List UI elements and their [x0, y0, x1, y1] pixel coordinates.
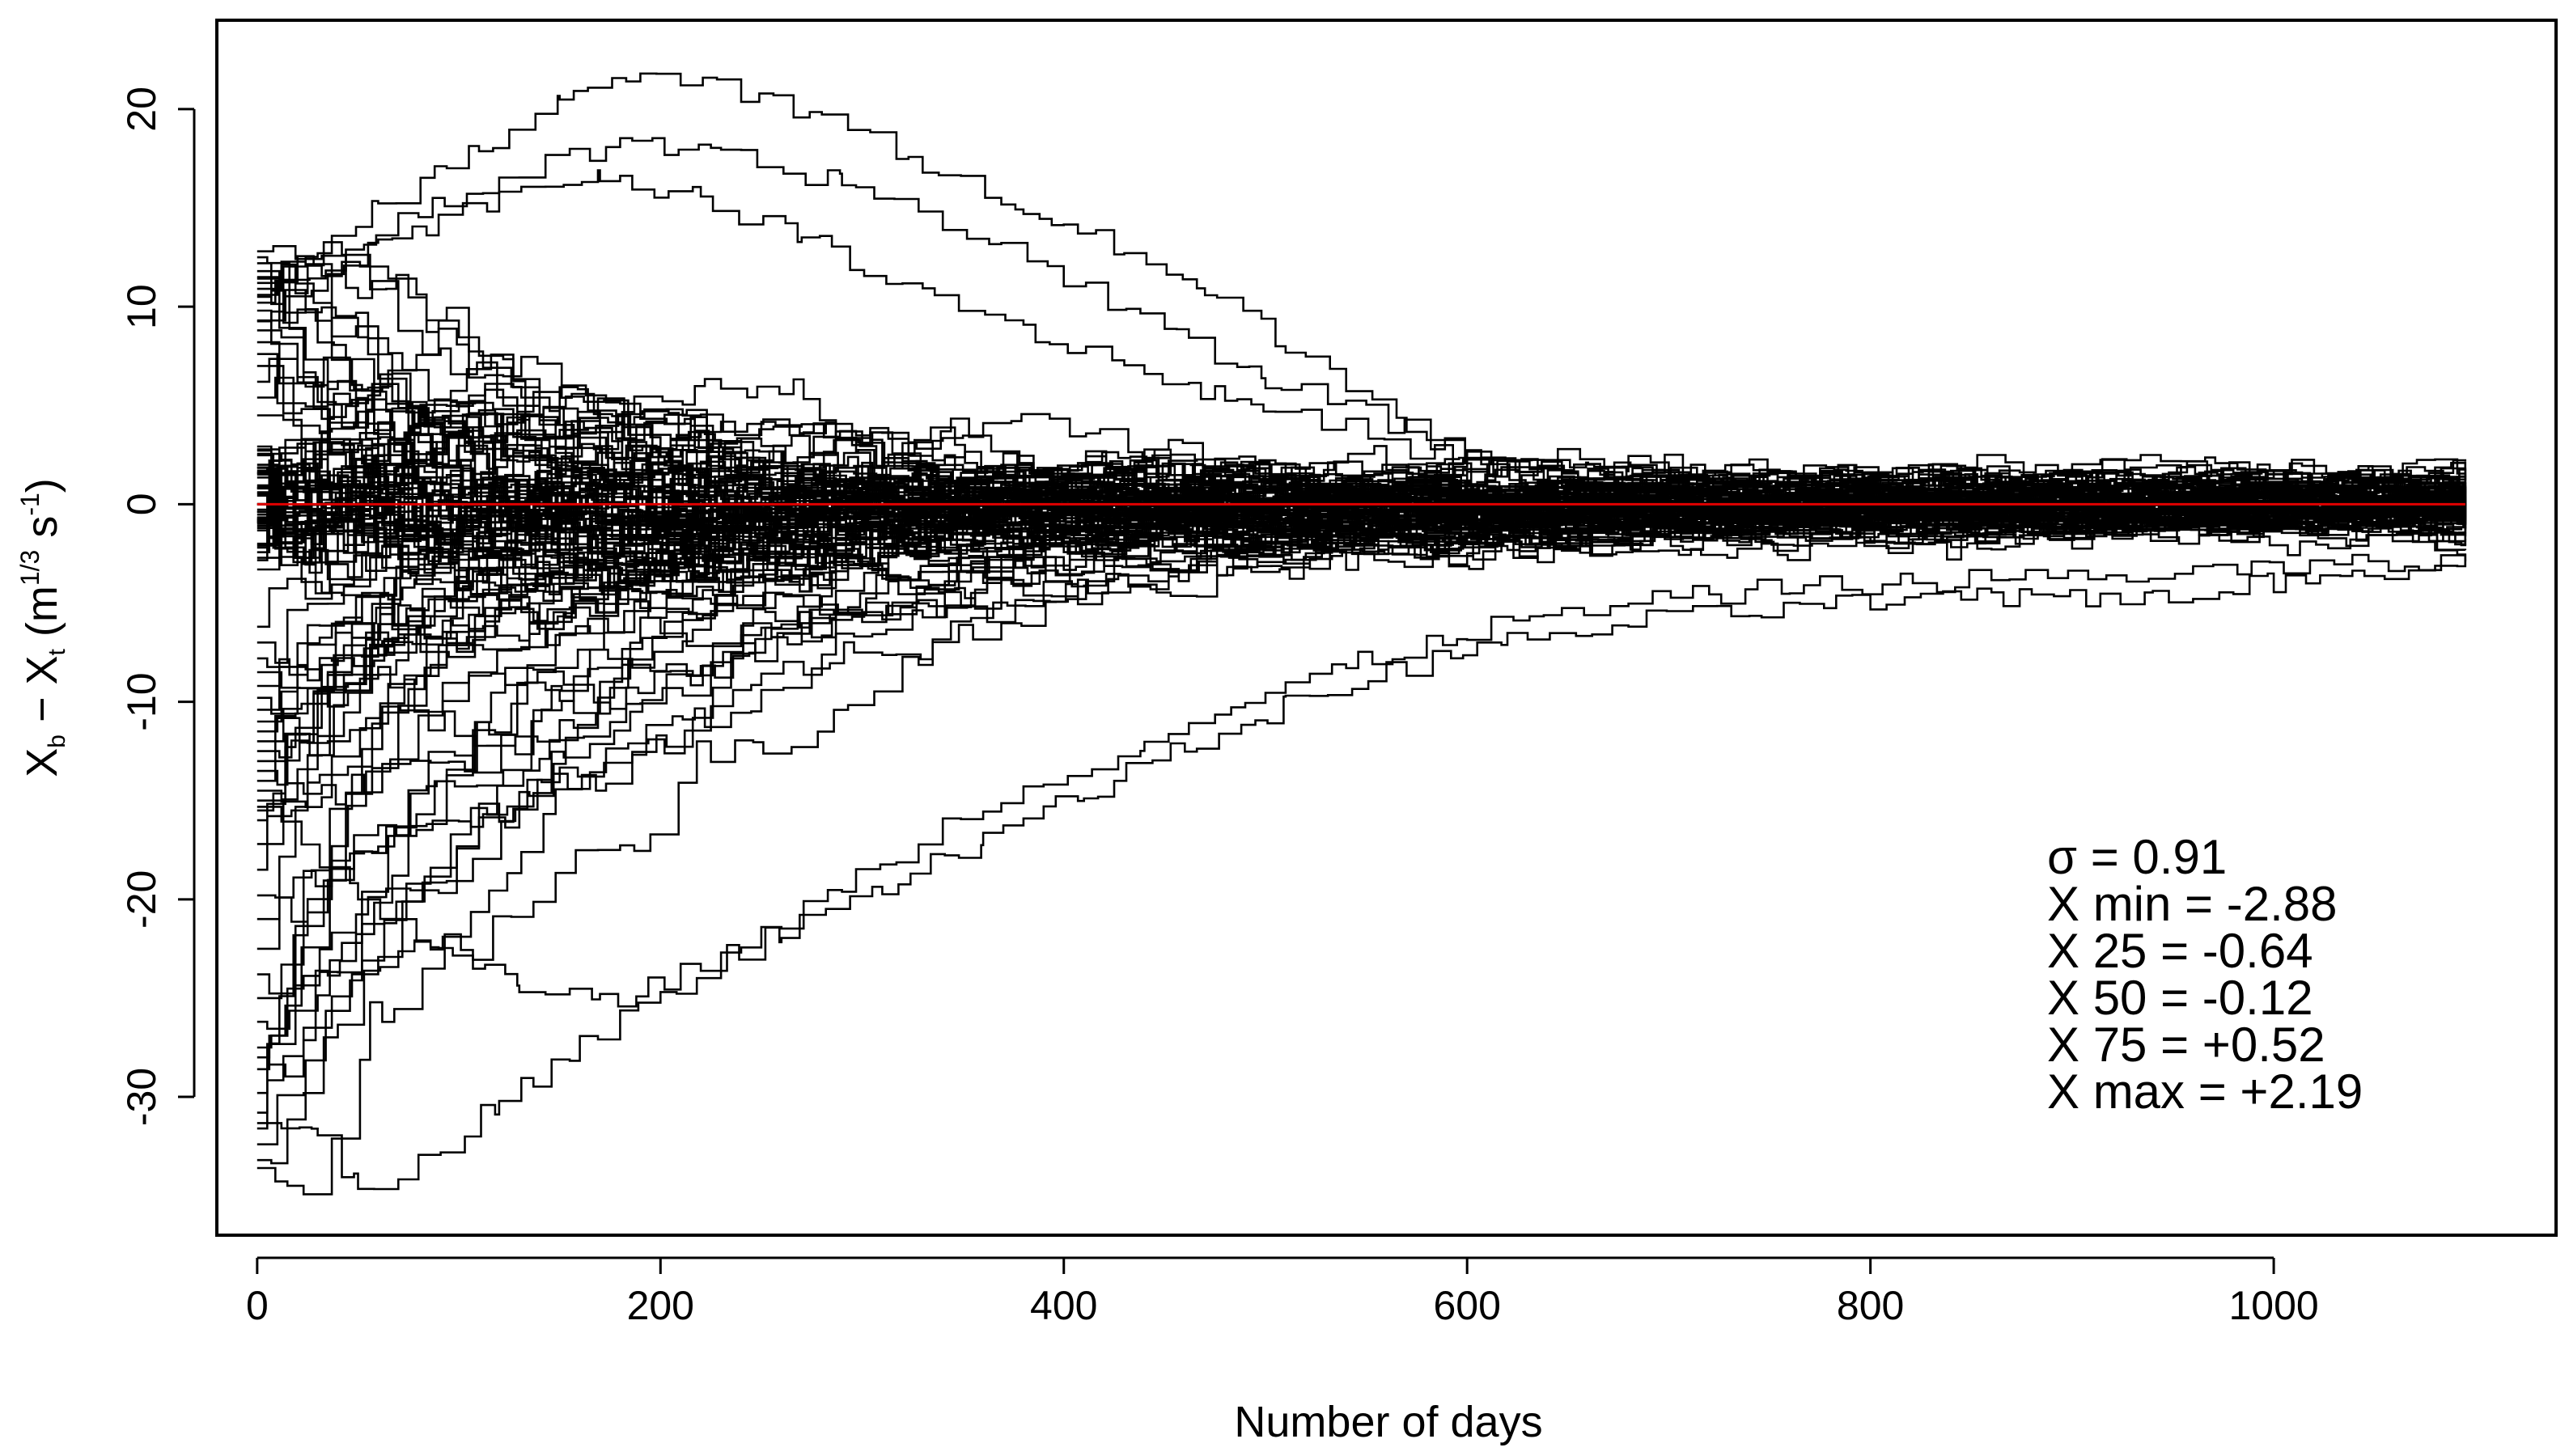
y-tick-label: -30 [119, 1068, 164, 1126]
stats-annotation-line: σ = 0.91 [2047, 830, 2227, 884]
x-tick-label: 200 [627, 1283, 694, 1328]
ensemble-series-line [256, 461, 2467, 566]
stats-annotation-line: X 75 = +0.52 [2047, 1018, 2325, 1072]
x-tick-label: 0 [246, 1283, 269, 1328]
stats-annotation-line: X max = +2.19 [2047, 1064, 2363, 1119]
x-tick-label: 1000 [2228, 1283, 2318, 1328]
x-axis-label: Number of days [1234, 1398, 1542, 1446]
ensemble-series-line [256, 438, 2467, 579]
y-tick-label: -20 [119, 870, 164, 929]
y-tick-label: 10 [119, 284, 164, 329]
series-layer [256, 72, 2467, 1196]
stats-annotation-line: X min = -2.88 [2047, 877, 2338, 931]
x-tick-label: 600 [1433, 1283, 1500, 1328]
y-tick-label: -10 [119, 672, 164, 730]
x-axis: 0 200 400 600 800 1000 [246, 1256, 2319, 1328]
y-tick-label: 20 [119, 87, 164, 132]
ensemble-series-line [256, 449, 2467, 547]
stats-annotation: σ = 0.91X min = -2.88X 25 = -0.64X 50 = … [2047, 830, 2363, 1119]
stats-annotation-line: X 50 = -0.12 [2047, 971, 2313, 1025]
plot-frame [215, 19, 2558, 1237]
ensemble-series-line [256, 461, 2467, 1000]
stats-annotation-line: X 25 = -0.64 [2047, 924, 2313, 978]
envelope-series-line [256, 169, 2465, 512]
envelope-series-line [256, 559, 2467, 1008]
ensemble-series-line [256, 413, 2467, 536]
y-axis-label: Xb − Xt (m1/3 s-1) [15, 478, 70, 777]
envelope-series-line [256, 137, 2467, 510]
x-tick-label: 400 [1030, 1283, 1097, 1328]
envelope-series-line [256, 553, 2467, 1191]
ensemble-series-line [256, 463, 2467, 593]
x-tick-label: 800 [1837, 1283, 1904, 1328]
envelope-series-line [256, 72, 2467, 497]
y-axis: -30 -20 -10 0 10 20 [119, 87, 196, 1126]
y-tick-label: 0 [119, 493, 164, 515]
ensemble-series-line [256, 466, 2467, 544]
